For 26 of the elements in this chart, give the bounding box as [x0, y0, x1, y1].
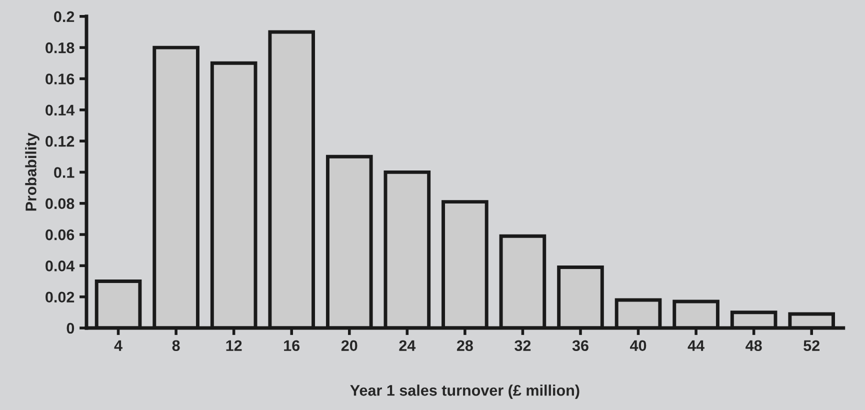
x-tick-label: 4 — [114, 340, 122, 351]
y-tick-label: 0.16 — [46, 74, 74, 84]
y-tick-label: 0.04 — [46, 260, 75, 272]
x-tick-label: 24 — [399, 340, 416, 351]
x-tick-label: 32 — [514, 340, 531, 352]
x-tick-label: 52 — [804, 340, 820, 352]
x-tick-label: 36 — [572, 340, 588, 352]
x-tick-label: 48 — [746, 340, 762, 352]
x-tick-label: 20 — [341, 340, 358, 352]
y-tick-label: 0.14 — [46, 104, 75, 116]
y-tick-label: 0.2 — [54, 11, 74, 22]
x-tick-label: 16 — [284, 340, 300, 352]
x-axis-title: Year 1 sales turnover (£ million) — [350, 384, 580, 399]
x-tick-label: 8 — [172, 340, 180, 352]
x-tick-label: 12 — [226, 340, 242, 351]
y-tick-label: 0.06 — [46, 229, 74, 240]
y-tick-label: 0.08 — [46, 198, 74, 210]
y-tick-label: 0.1 — [54, 167, 74, 178]
y-axis-title: Probability — [25, 132, 40, 211]
x-tick-label: 40 — [630, 340, 646, 352]
y-tick-label: 0.18 — [46, 42, 74, 54]
x-tick-label: 28 — [456, 340, 473, 352]
y-tick-label: 0.02 — [46, 292, 74, 303]
y-tick-label: 0 — [66, 322, 74, 334]
x-tick-label: 44 — [688, 340, 704, 351]
y-tick-label: 0.12 — [46, 136, 74, 147]
